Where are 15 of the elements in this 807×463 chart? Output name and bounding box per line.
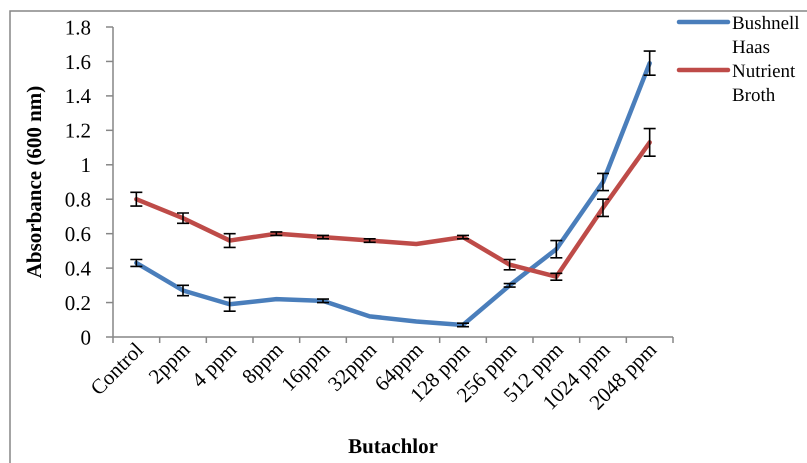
- line-series: [134, 60, 652, 328]
- legend-label: Bushnell Haas: [732, 13, 800, 58]
- y-tick-label: 1.8: [64, 15, 91, 40]
- y-tick-label: 1.2: [64, 118, 91, 143]
- legend-label: Nutrient Broth: [732, 61, 796, 106]
- y-tick-label: 0.4: [64, 256, 92, 280]
- y-tick-label: 1.6: [64, 50, 91, 74]
- y-tick-label: 1: [80, 153, 91, 178]
- y-tick-label: 0.6: [64, 222, 91, 246]
- y-tick-label: 0.8: [64, 188, 91, 212]
- y-axis-title: Absorbance (600 nm): [22, 86, 46, 278]
- x-axis-title: Butachlor: [348, 434, 438, 458]
- y-tick-label: 1.4: [64, 84, 92, 108]
- y-tick-label: 0.2: [64, 290, 91, 315]
- y-tick-label: 0: [80, 325, 91, 350]
